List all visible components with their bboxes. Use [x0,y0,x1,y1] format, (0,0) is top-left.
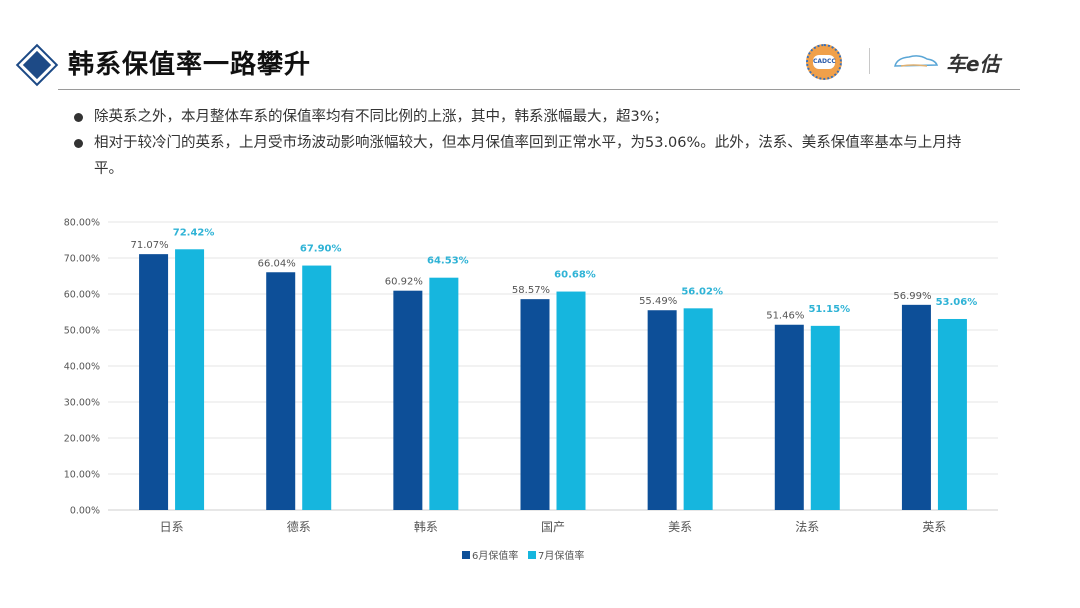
y-tick-label: 50.00% [64,326,100,337]
cadcc-logo: CADCC [806,44,842,80]
brand-logo-text: 车e估 [946,52,1000,76]
y-tick-label: 60.00% [64,290,100,301]
data-label: 72.42% [173,227,215,238]
bar [175,249,205,510]
y-tick-label: 40.00% [64,362,100,373]
data-label: 55.49% [639,296,677,307]
data-label: 56.02% [681,286,723,297]
data-label: 56.99% [893,291,931,302]
y-tick-label: 20.00% [64,434,100,445]
y-tick-label: 10.00% [64,470,100,481]
label-layer: 71.07% 72.42% 日系 66.04% 67.90% 德系 60.92% 64.53%… [131,227,978,534]
x-tick-label: 美系 [668,520,692,534]
bar [683,308,713,510]
x-tick-label: 韩系 [414,519,438,534]
car-logo-icon [894,55,939,67]
data-label: 60.68% [554,270,596,281]
x-tick-label: 德系 [287,519,311,534]
logo-divider [869,48,870,74]
data-label: 66.04% [258,258,296,269]
data-label: 64.53% [427,256,469,267]
bar [774,324,804,510]
bar [556,291,586,510]
bar [810,325,840,510]
bullet-dot-icon [74,113,83,122]
cadcc-logo-text: CADCC [813,55,836,69]
x-tick-label: 法系 [795,520,819,534]
bar [429,277,459,510]
legend-swatch-june [462,551,470,559]
bar [937,318,967,510]
title-divider [58,89,1020,90]
bar [266,272,296,510]
bullet-list: 除英系之外，本月整体车系的保值率均有不同比例的上涨，其中，韩系涨幅最大，超3%；… [72,104,972,182]
bullet-text: 除英系之外，本月整体车系的保值率均有不同比例的上涨，其中，韩系涨幅最大，超3%； [94,109,668,125]
bar-layer [139,249,967,510]
data-label: 51.46% [766,311,804,322]
y-tick-label: 0.00% [70,506,100,517]
grid-layer: 0.00% 10.00% 20.00% 30.00% 40.00% 50.00% 60.00… [64,218,998,517]
bullet-item: 相对于较冷门的英系，上月受市场波动影响涨幅较大，但本月保值率回到正常水平，为53… [72,130,972,182]
x-tick-label: 日系 [160,520,184,534]
bullet-dot-icon [74,139,83,148]
bar [302,265,332,510]
data-label: 71.07% [131,240,169,251]
data-label: 67.90% [300,244,342,255]
bar [393,290,423,510]
data-label: 53.06% [936,297,978,308]
legend-swatch-july [528,551,536,559]
legend-label-june: 6月保值率 [472,549,518,562]
bullet-text: 相对于较冷门的英系，上月受市场波动影响涨幅较大，但本月保值率回到正常水平，为53… [94,135,962,177]
x-tick-label: 英系 [922,520,946,534]
bullet-item: 除英系之外，本月整体车系的保值率均有不同比例的上涨，其中，韩系涨幅最大，超3%； [72,104,972,130]
page-title: 韩系保值率一路攀升 [68,50,312,80]
y-tick-label: 30.00% [64,398,100,409]
data-label: 51.15% [808,304,850,315]
data-label: 58.57% [512,285,550,296]
y-tick-label: 80.00% [64,218,100,229]
x-tick-label: 国产 [541,520,565,534]
bar [647,310,677,510]
data-label: 60.92% [385,277,423,288]
y-tick-label: 70.00% [64,254,100,265]
legend: 6月保值率 7月保值率 [462,549,584,562]
bar [901,304,931,510]
bar [520,299,550,510]
bar [139,254,169,510]
legend-label-july: 7月保值率 [538,549,584,562]
